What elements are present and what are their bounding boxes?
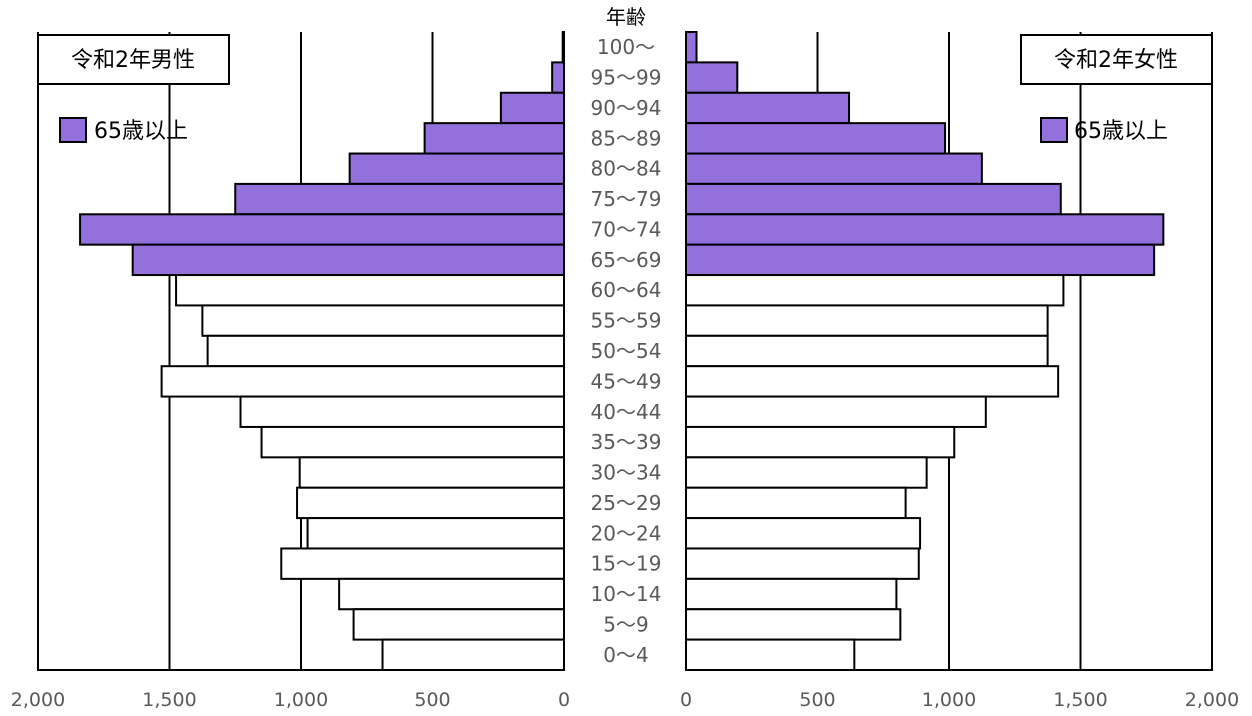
male-bar — [206, 334, 565, 368]
male-bar — [175, 274, 565, 307]
female-bar — [685, 456, 928, 489]
age-category-label: 0～4 — [603, 643, 648, 667]
male-bar — [352, 608, 565, 641]
female-bar — [685, 547, 920, 580]
male-bar — [338, 577, 566, 611]
male-bar — [160, 365, 566, 398]
male-title-frame — [37, 34, 230, 85]
male-legend: 65歳以上 — [59, 117, 188, 144]
age-category-label: 10～14 — [591, 582, 662, 606]
male-bar — [201, 304, 565, 337]
female-bar — [685, 425, 956, 459]
female-title-frame — [1020, 34, 1213, 85]
male-bar — [298, 456, 565, 489]
female-x-tick-label: 500 — [799, 689, 835, 711]
age-category-label: 25～29 — [591, 491, 662, 515]
female-bar — [685, 243, 1156, 277]
female-x-tick-label: 1,000 — [922, 689, 976, 711]
female-bar — [685, 213, 1165, 246]
female-bar — [685, 91, 851, 125]
age-category-labels: 100～ 95～99 90～94 85～89 80～84 75～79 70～74 65～69 6… — [591, 35, 662, 667]
age-category-label: 5～9 — [603, 612, 648, 636]
male-bar — [260, 425, 565, 459]
female-title: 令和2年女性 — [1054, 48, 1178, 73]
male-bar — [280, 547, 565, 580]
age-category-label: 90～94 — [591, 96, 662, 120]
female-title-box: 令和2年女性 — [1020, 34, 1213, 85]
male-x-tick-label: 1,000 — [274, 689, 328, 711]
male-bar — [423, 122, 565, 155]
bars — [79, 31, 1165, 671]
male-bar — [381, 638, 565, 671]
tick-labels: 2,000 1,500 1,000 500 0 0 500 1,000 1,500 2,000 — [11, 689, 1239, 711]
age-category-label: 60～64 — [591, 278, 662, 302]
age-category-label: 80～84 — [591, 157, 662, 181]
male-x-tick-label: 1,500 — [142, 689, 196, 711]
age-category-label: 70～74 — [591, 217, 662, 241]
male-bar — [499, 91, 566, 125]
female-bar — [685, 334, 1049, 368]
male-bar — [551, 61, 565, 94]
female-bar — [685, 395, 987, 428]
age-category-label: 50～54 — [591, 339, 662, 363]
female-bar — [685, 304, 1049, 337]
age-category-label: 55～59 — [591, 309, 662, 333]
female-legend: 65歳以上 — [1040, 117, 1168, 144]
female-bar — [685, 577, 898, 611]
female-bar — [685, 274, 1065, 307]
male-bar — [79, 213, 566, 246]
age-category-label: 75～79 — [591, 187, 662, 211]
male-bar — [131, 243, 565, 277]
male-bar — [239, 395, 565, 428]
female-x-tick-label: 0 — [680, 689, 692, 711]
male-bar — [296, 486, 565, 520]
age-axis-title: 年齢 — [606, 5, 646, 29]
male-bar — [306, 517, 565, 550]
female-bar — [685, 31, 698, 64]
age-category-label: 65～69 — [591, 248, 662, 272]
age-category-label: 30～34 — [591, 461, 662, 485]
female-bar — [685, 365, 1060, 398]
female-bar — [685, 517, 922, 550]
female-plot-frame — [685, 32, 1213, 671]
female-x-tick-label: 1,500 — [1053, 689, 1107, 711]
male-x-tick-label: 0 — [558, 689, 570, 711]
male-x-tick-label: 500 — [414, 689, 450, 711]
male-title: 令和2年男性 — [71, 48, 195, 73]
age-category-label: 20～24 — [591, 521, 662, 545]
female-bar — [685, 638, 856, 671]
female-bar — [685, 61, 739, 94]
female-x-tick-label: 2,000 — [1185, 689, 1239, 711]
age-category-label: 15～19 — [591, 552, 662, 576]
male-legend-label: 65歳以上 — [94, 119, 188, 144]
female-bar — [685, 486, 907, 520]
female-bar — [685, 182, 1062, 216]
age-category-label: 85～89 — [591, 126, 662, 150]
male-x-tick-label: 2,000 — [11, 689, 65, 711]
male-bar — [348, 152, 565, 185]
age-category-label: 40～44 — [591, 400, 662, 424]
plot-frames — [37, 32, 1213, 671]
female-legend-swatch — [1040, 117, 1068, 143]
male-legend-swatch — [59, 117, 87, 143]
age-category-label: 35～39 — [591, 430, 662, 454]
age-category-label: 45～49 — [591, 369, 662, 393]
age-category-label: 100～ — [597, 35, 655, 59]
female-bar — [685, 122, 947, 155]
female-bar — [685, 152, 983, 185]
age-category-label: 95～99 — [591, 66, 662, 90]
female-bar — [685, 608, 902, 641]
male-bar — [234, 182, 565, 216]
female-legend-label: 65歳以上 — [1074, 119, 1168, 144]
male-title-box: 令和2年男性 — [37, 34, 230, 85]
male-plot-frame — [37, 32, 565, 671]
